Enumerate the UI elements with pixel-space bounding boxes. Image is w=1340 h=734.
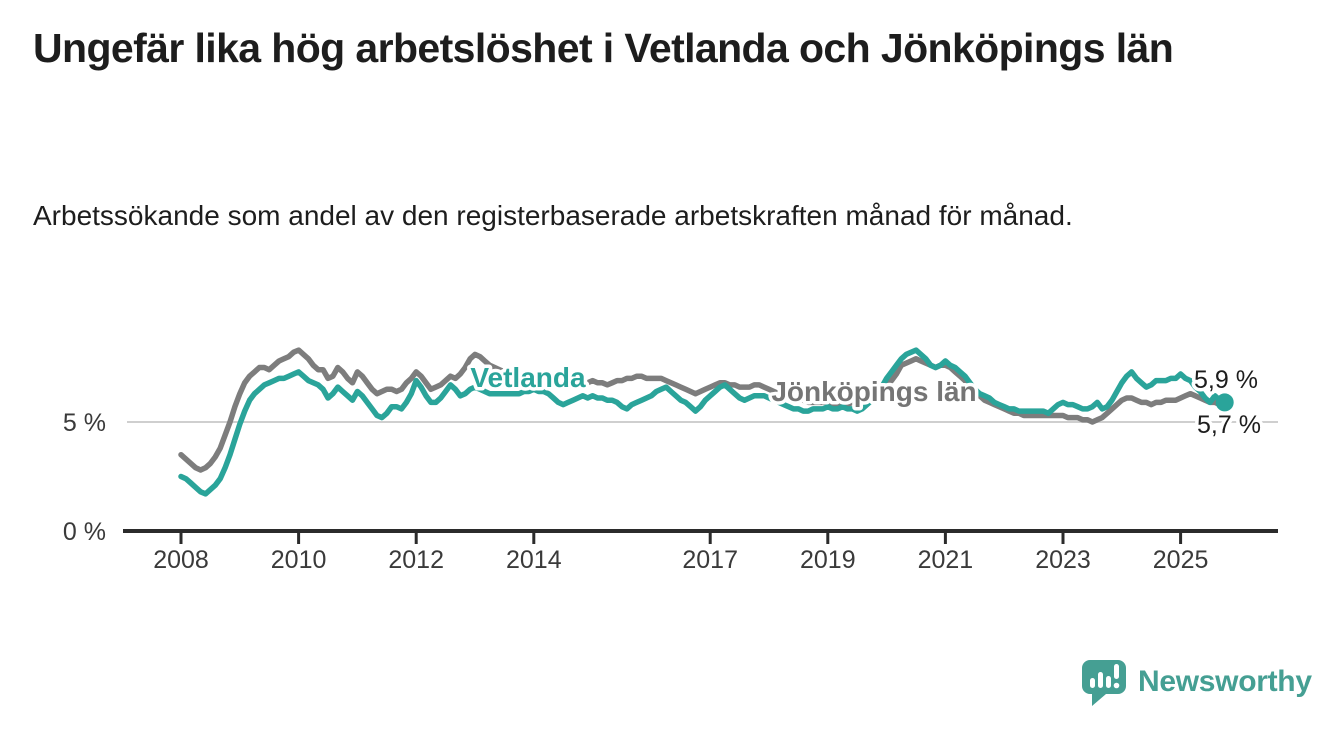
end-dot-vetlanda — [1215, 393, 1234, 412]
chart-subtitle: Arbetssökande som andel av den registerb… — [33, 200, 1073, 231]
newsworthy-logo-icon — [1082, 660, 1126, 706]
series-line-vetlanda — [178, 347, 1228, 497]
x-tick-label: 2019 — [800, 546, 856, 574]
x-tick-label: 2023 — [1035, 546, 1091, 574]
newsworthy-brand-text: Newsworthy — [1138, 665, 1312, 698]
x-tick-label: 2017 — [682, 546, 738, 574]
series-label-vetlanda: Vetlanda — [470, 362, 586, 393]
series-label-j-nk-pings-l-n: Jönköpings län — [771, 376, 976, 407]
x-tick-label: 2010 — [271, 546, 327, 574]
y-tick-label: 5 % — [63, 409, 106, 437]
y-tick-label: 0 % — [63, 518, 106, 546]
newsworthy-logo: Newsworthy — [1082, 660, 1313, 706]
x-tick-label: 2008 — [153, 546, 209, 574]
x-tick-label: 2012 — [388, 546, 444, 574]
end-value-label-j-nk-pings-l-n: 5,7 % — [1197, 411, 1261, 439]
series-line-j-nk-pings-l-n — [178, 347, 1228, 473]
x-tick-label: 2025 — [1153, 546, 1209, 574]
x-tick-label: 2021 — [918, 546, 974, 574]
x-tick-label: 2014 — [506, 546, 562, 574]
chart-title: Ungefär lika hög arbetslöshet i Vetlanda… — [33, 25, 1174, 71]
line-chart: 0 % 5 % 2008 2010 2012 2014 2017 2019 2021 2023 20… — [63, 347, 1278, 574]
end-value-label-vetlanda: 5,9 % — [1194, 366, 1258, 394]
